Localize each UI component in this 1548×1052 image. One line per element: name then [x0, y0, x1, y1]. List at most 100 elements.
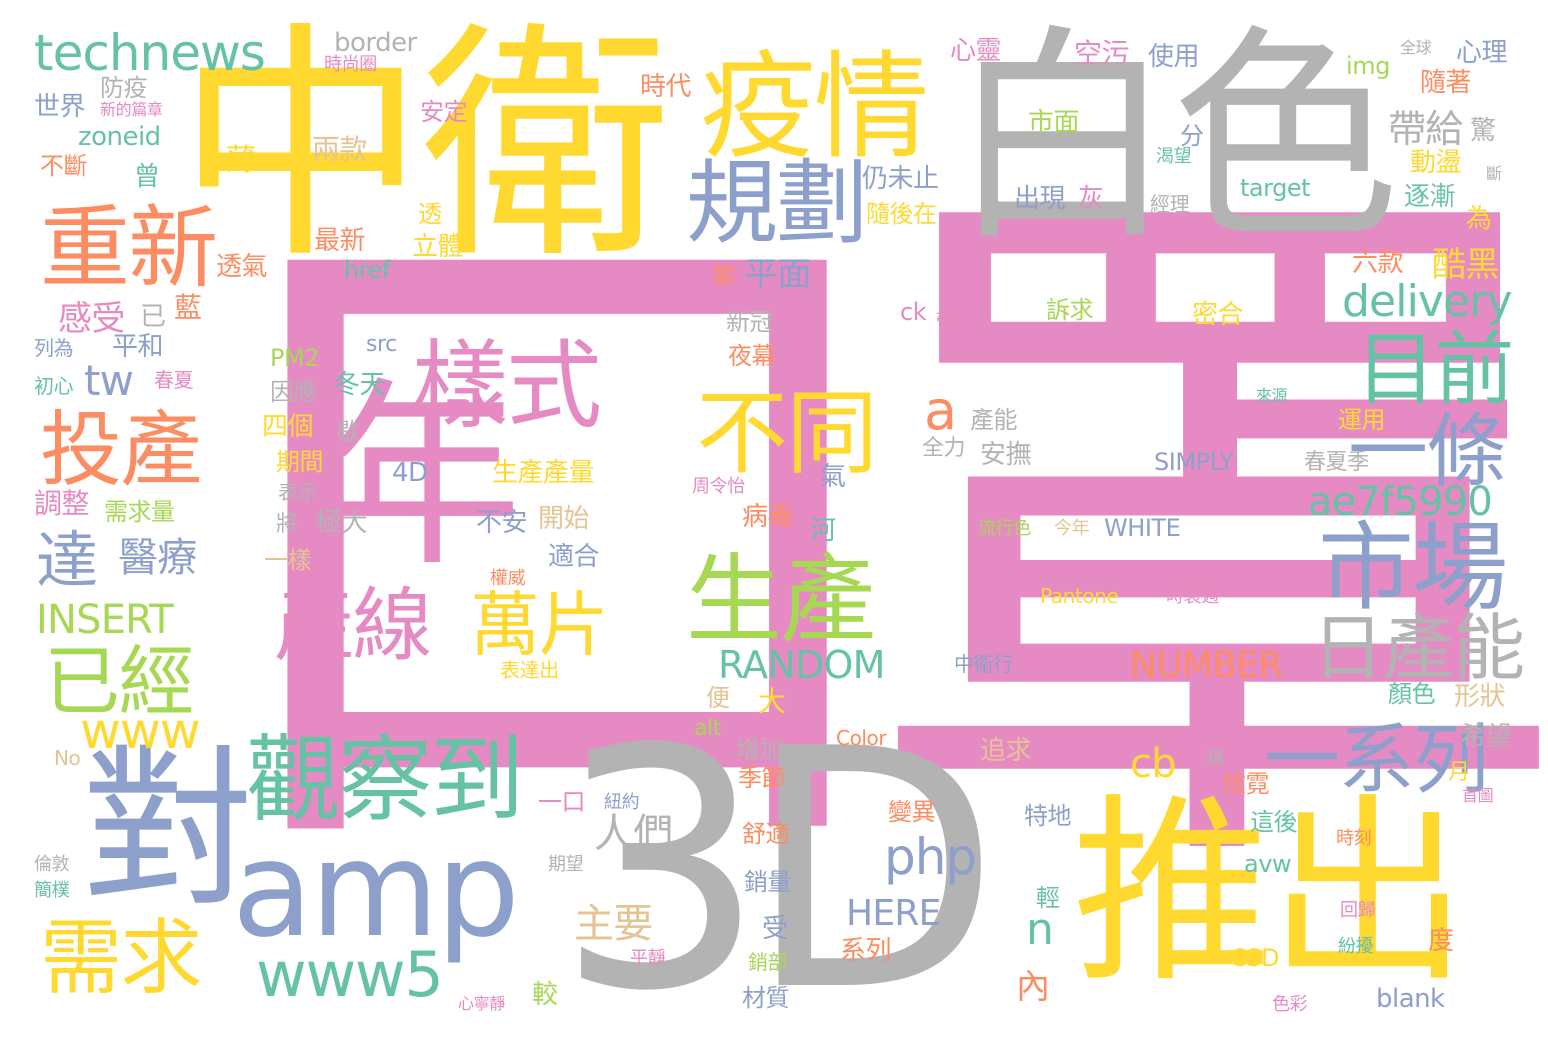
- word-bian: 便: [706, 684, 730, 712]
- word-shijie: 世界: [34, 92, 85, 122]
- word-no: No: [54, 746, 81, 770]
- word-shouye: 首圖: [1462, 786, 1494, 805]
- word-ck: ck: [900, 298, 927, 326]
- word-yinying: 因應: [270, 378, 318, 406]
- word-fangyi: 防疫: [100, 74, 148, 102]
- word-chuxin: 初心: [34, 374, 74, 398]
- word-tuichu: 推出: [1072, 777, 1468, 1010]
- word-pingmian: 平面: [744, 255, 811, 295]
- word-csd: CSD: [1230, 944, 1280, 972]
- word-suihouzai: 隨後在: [866, 200, 937, 228]
- word-tiaozheng: 調整: [34, 487, 89, 520]
- word-shichang: 市場: [1318, 512, 1508, 624]
- word-zi: 紫: [712, 262, 736, 290]
- word-andingf: 安定: [420, 98, 468, 126]
- word-avw: avw: [1244, 850, 1292, 878]
- word-shijiantu: 時尚圈: [324, 54, 377, 75]
- word-du: 度: [1428, 926, 1454, 956]
- word-zhongwei: 中衛: [176, 1, 671, 292]
- word-xinguan: 新冠: [726, 308, 774, 336]
- word-fenrao: 紛擾: [1338, 936, 1374, 957]
- word-yixilie: 一系列: [1264, 715, 1489, 804]
- word-yikou: 一口: [538, 788, 586, 816]
- word-liewei: 列為: [34, 336, 74, 360]
- word-biaodachu: 表達出: [500, 658, 559, 682]
- word-kongwu: 空污: [1074, 37, 1129, 70]
- word-simply: SIMPLY: [1154, 448, 1234, 476]
- word-liuxingse: 流行色: [978, 518, 1031, 539]
- word-kaishi: 開始: [538, 504, 589, 534]
- word-ganshou: 感受: [58, 299, 125, 339]
- word-zeng: 曾: [134, 162, 160, 192]
- word-zhongweihang: 中衛行: [954, 652, 1013, 676]
- word-nei: 內: [1016, 967, 1050, 1007]
- word-liukuan: 六款: [1352, 248, 1403, 278]
- word-chanxian: 產線: [274, 579, 432, 672]
- word-xuanlu: 炫霓: [1222, 770, 1270, 798]
- word-huigui: 回歸: [1340, 900, 1376, 921]
- word-zhuji: 逐漸: [1404, 182, 1455, 212]
- word-xinde: 新的篇章: [100, 100, 163, 119]
- word-tw: tw: [84, 356, 134, 405]
- word-bingdu: 病毒: [742, 502, 793, 532]
- word-jianpu: 簡樸: [34, 880, 70, 901]
- word-random: RANDOM: [718, 643, 885, 687]
- word-number: NUMBER: [1130, 645, 1283, 686]
- word-nian: 年: [322, 361, 522, 594]
- word-liangkuan: 兩款: [312, 133, 367, 166]
- word-guanchadao: 觀察到: [246, 726, 524, 835]
- word-shizhuangzhou: 時裝週: [1166, 586, 1219, 607]
- word-niuyue: 紐約: [604, 792, 640, 813]
- word-quanwei: 權威: [490, 568, 526, 589]
- word-jing: 驚: [1470, 116, 1496, 146]
- word-lan: 藍: [174, 291, 202, 324]
- word-fen: 分: [1180, 122, 1204, 150]
- word-pm2: PM2: [270, 344, 320, 372]
- word-xilie: 系列: [840, 936, 891, 966]
- word-caizhi: 材質: [742, 984, 790, 1012]
- word-bao: 薄: [226, 143, 256, 178]
- word-buan: 不安: [476, 508, 527, 538]
- word-href: href: [344, 256, 390, 284]
- word-renmen: 人們: [594, 811, 673, 857]
- word-xinli: 心理: [1456, 38, 1507, 68]
- word-qijian: 期間: [276, 448, 324, 476]
- word-zhehou: 這後: [1250, 808, 1298, 836]
- word-xiaobu: 銷部: [748, 950, 788, 974]
- word-pantone: Pantone: [1040, 584, 1119, 608]
- word-yanse: 顏色: [1388, 680, 1436, 708]
- word-jingli: 經理: [1150, 192, 1190, 216]
- word-3d: 3D: [556, 679, 1000, 1052]
- word-xiaoliang: 銷量: [744, 868, 792, 896]
- word-white: WHITE: [1104, 514, 1181, 542]
- word-sige: 四個: [262, 412, 313, 442]
- word-yangshi: 樣式: [412, 330, 602, 442]
- word-cb: cb: [1130, 741, 1177, 787]
- word-alt: alt: [694, 716, 721, 741]
- word-shengchan: 生產: [686, 544, 876, 656]
- word-php: php: [884, 828, 977, 886]
- word-kuhei: 酷黑: [1432, 245, 1499, 285]
- word-bianyi: 變異: [888, 798, 936, 826]
- word-xinningjing: 心寧靜: [458, 994, 506, 1013]
- word-jiao: 較: [532, 980, 558, 1010]
- word-laiyuan: 來源: [1256, 386, 1288, 405]
- word-tou: 透: [418, 200, 442, 228]
- word-touchan: 投產: [40, 403, 202, 498]
- word-wei: 為: [1466, 204, 1492, 234]
- word-dongtian: 冬天: [334, 370, 385, 400]
- word-mubian: 目前: [1356, 323, 1514, 416]
- word-zhuiqiu: 追求: [980, 736, 1031, 766]
- word-chongxin: 重新: [40, 196, 218, 301]
- word-anfu: 安撫: [980, 440, 1031, 470]
- word-cheng: 稱: [1206, 748, 1224, 769]
- word-da: 達: [36, 524, 98, 597]
- word-daichu: 帶出: [936, 310, 972, 331]
- word-jida: 極大: [316, 508, 367, 538]
- word-zoneid: zoneid: [78, 122, 161, 152]
- word-dongdang: 動盪: [1410, 148, 1461, 178]
- word-zuixin: 最新: [314, 226, 365, 256]
- word-touqi: 透氣: [216, 252, 267, 282]
- word-butong: 不同: [696, 380, 878, 487]
